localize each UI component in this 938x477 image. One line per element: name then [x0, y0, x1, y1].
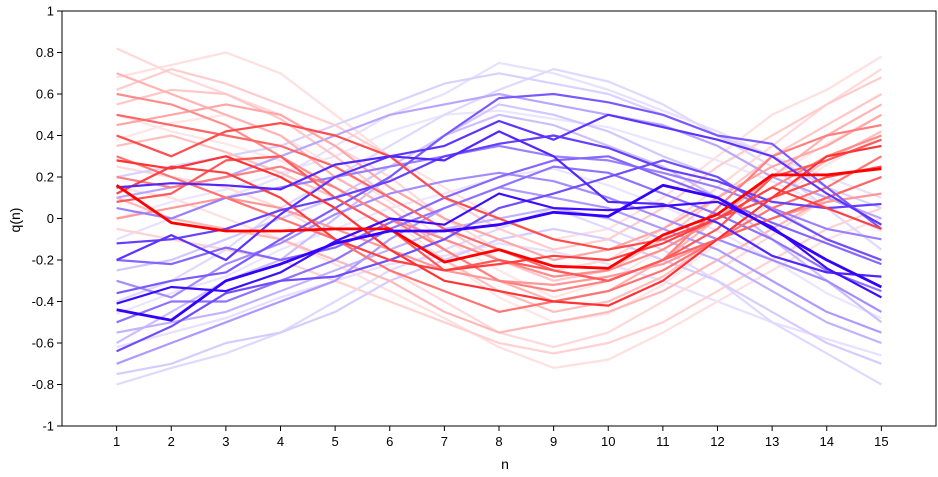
series-line-blue-5	[116, 134, 882, 245]
x-tick-label: 8	[495, 434, 502, 449]
series-line-red-25	[116, 144, 882, 307]
series-line-red-45	[116, 113, 882, 324]
x-tick-label: 7	[441, 434, 448, 449]
y-axis-label: q(n)	[7, 208, 23, 233]
series-line-red-0	[115, 167, 882, 270]
x-tick-label: 15	[874, 434, 888, 449]
x-tick-label: 11	[656, 434, 670, 449]
series-line-blue-12	[116, 186, 882, 365]
y-tick-label: -0.2	[32, 253, 54, 268]
x-tick-label: 6	[386, 434, 393, 449]
series-line-blue-3	[116, 130, 882, 278]
series-line-blue-4	[116, 113, 882, 262]
x-tick-label: 4	[277, 434, 284, 449]
axes-layer: -1-0.8-0.6-0.4-0.200.20.40.60.811 2 3 4 5 6 7 8…	[32, 4, 937, 449]
y-tick-label: -0.8	[32, 377, 54, 392]
y-tick-label: 0.8	[36, 45, 54, 60]
series-line-red-31	[116, 124, 882, 293]
y-tick-label: 0.6	[36, 87, 54, 102]
series-line-blue-8	[116, 155, 882, 266]
x-tick-label: 2	[168, 434, 175, 449]
x-tick-label: 5	[332, 434, 339, 449]
series-line-red-39	[116, 67, 882, 251]
series-line-blue-20	[116, 67, 883, 303]
series-line-blue-13	[116, 92, 882, 220]
x-tick-label: 3	[222, 434, 229, 449]
y-tick-label: 0.4	[36, 128, 54, 143]
series-line-blue-7	[116, 92, 883, 295]
series-line-blue-1	[116, 183, 883, 322]
series-line-blue-6	[116, 159, 882, 353]
series-line-blue-10	[116, 144, 882, 241]
series-line-blue-9	[116, 165, 882, 324]
y-tick-label: -0.6	[32, 336, 54, 351]
series-line-blue-22	[116, 242, 882, 357]
y-tick-label: 0.2	[36, 170, 54, 185]
series-line-blue-21	[116, 61, 882, 241]
series-line-blue-18	[116, 72, 882, 210]
x-tick-label: 9	[550, 434, 557, 449]
series-line-blue-11	[116, 171, 882, 313]
x-tick-label: 14	[820, 434, 834, 449]
y-tick-label: -0.4	[32, 294, 54, 309]
series-line-red-27	[116, 121, 882, 251]
y-tick-label: 0	[47, 211, 54, 226]
x-tick-label: 1	[113, 434, 120, 449]
y-tick-label: -1	[42, 419, 54, 434]
series-layer	[115, 47, 883, 386]
series-line-red-26	[116, 165, 882, 272]
x-tick-label: 10	[601, 434, 615, 449]
x-axis-label: n	[501, 456, 509, 472]
y-tick-label: 1	[47, 4, 54, 19]
x-tick-label: 13	[765, 434, 779, 449]
x-tick-label: 12	[710, 434, 724, 449]
series-line-red-34	[116, 103, 882, 262]
